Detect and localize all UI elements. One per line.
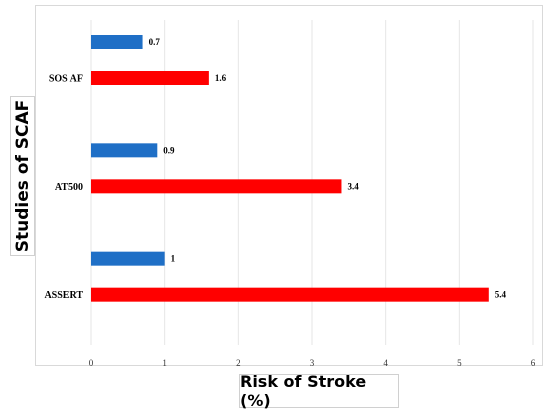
bar [91,179,342,194]
x-axis-title: Risk of Stroke (%) [239,372,399,410]
bar [91,71,209,85]
x-tick-label: 1 [162,358,167,368]
y-tick-label: AT500 [55,182,83,193]
data-labels: 0.7 1.6 0.9 3.4 1 5.4 [149,37,507,300]
y-tick-label: SOS AF [49,74,83,85]
y-axis-title: Studies of SCAF [12,99,33,253]
x-tick-label: 3 [310,358,315,368]
y-axis-title-box: Studies of SCAF [10,96,35,256]
y-tick-labels: SOS AF AT500 ASSERT [44,74,83,302]
bar-data-label: 1.6 [215,73,227,83]
bar-data-label: 3.4 [347,181,359,191]
x-tick-label: 0 [89,358,94,368]
x-tick-label: 6 [531,358,536,368]
x-tick-label: 4 [383,358,388,368]
bar-data-label: 0.7 [149,37,161,47]
bar-data-label: 1 [171,254,176,264]
bars [91,35,489,302]
bar [91,35,143,49]
y-tick-label: ASSERT [44,290,83,301]
x-tick-labels: 0 1 2 3 4 5 6 [89,358,536,368]
bar-data-label: 0.9 [163,145,175,155]
bar [91,143,158,158]
x-tick-label: 5 [457,358,462,368]
bar-data-label: 5.4 [495,290,507,300]
bar [91,251,165,266]
bar [91,287,489,302]
x-tick-label: 2 [236,358,241,368]
